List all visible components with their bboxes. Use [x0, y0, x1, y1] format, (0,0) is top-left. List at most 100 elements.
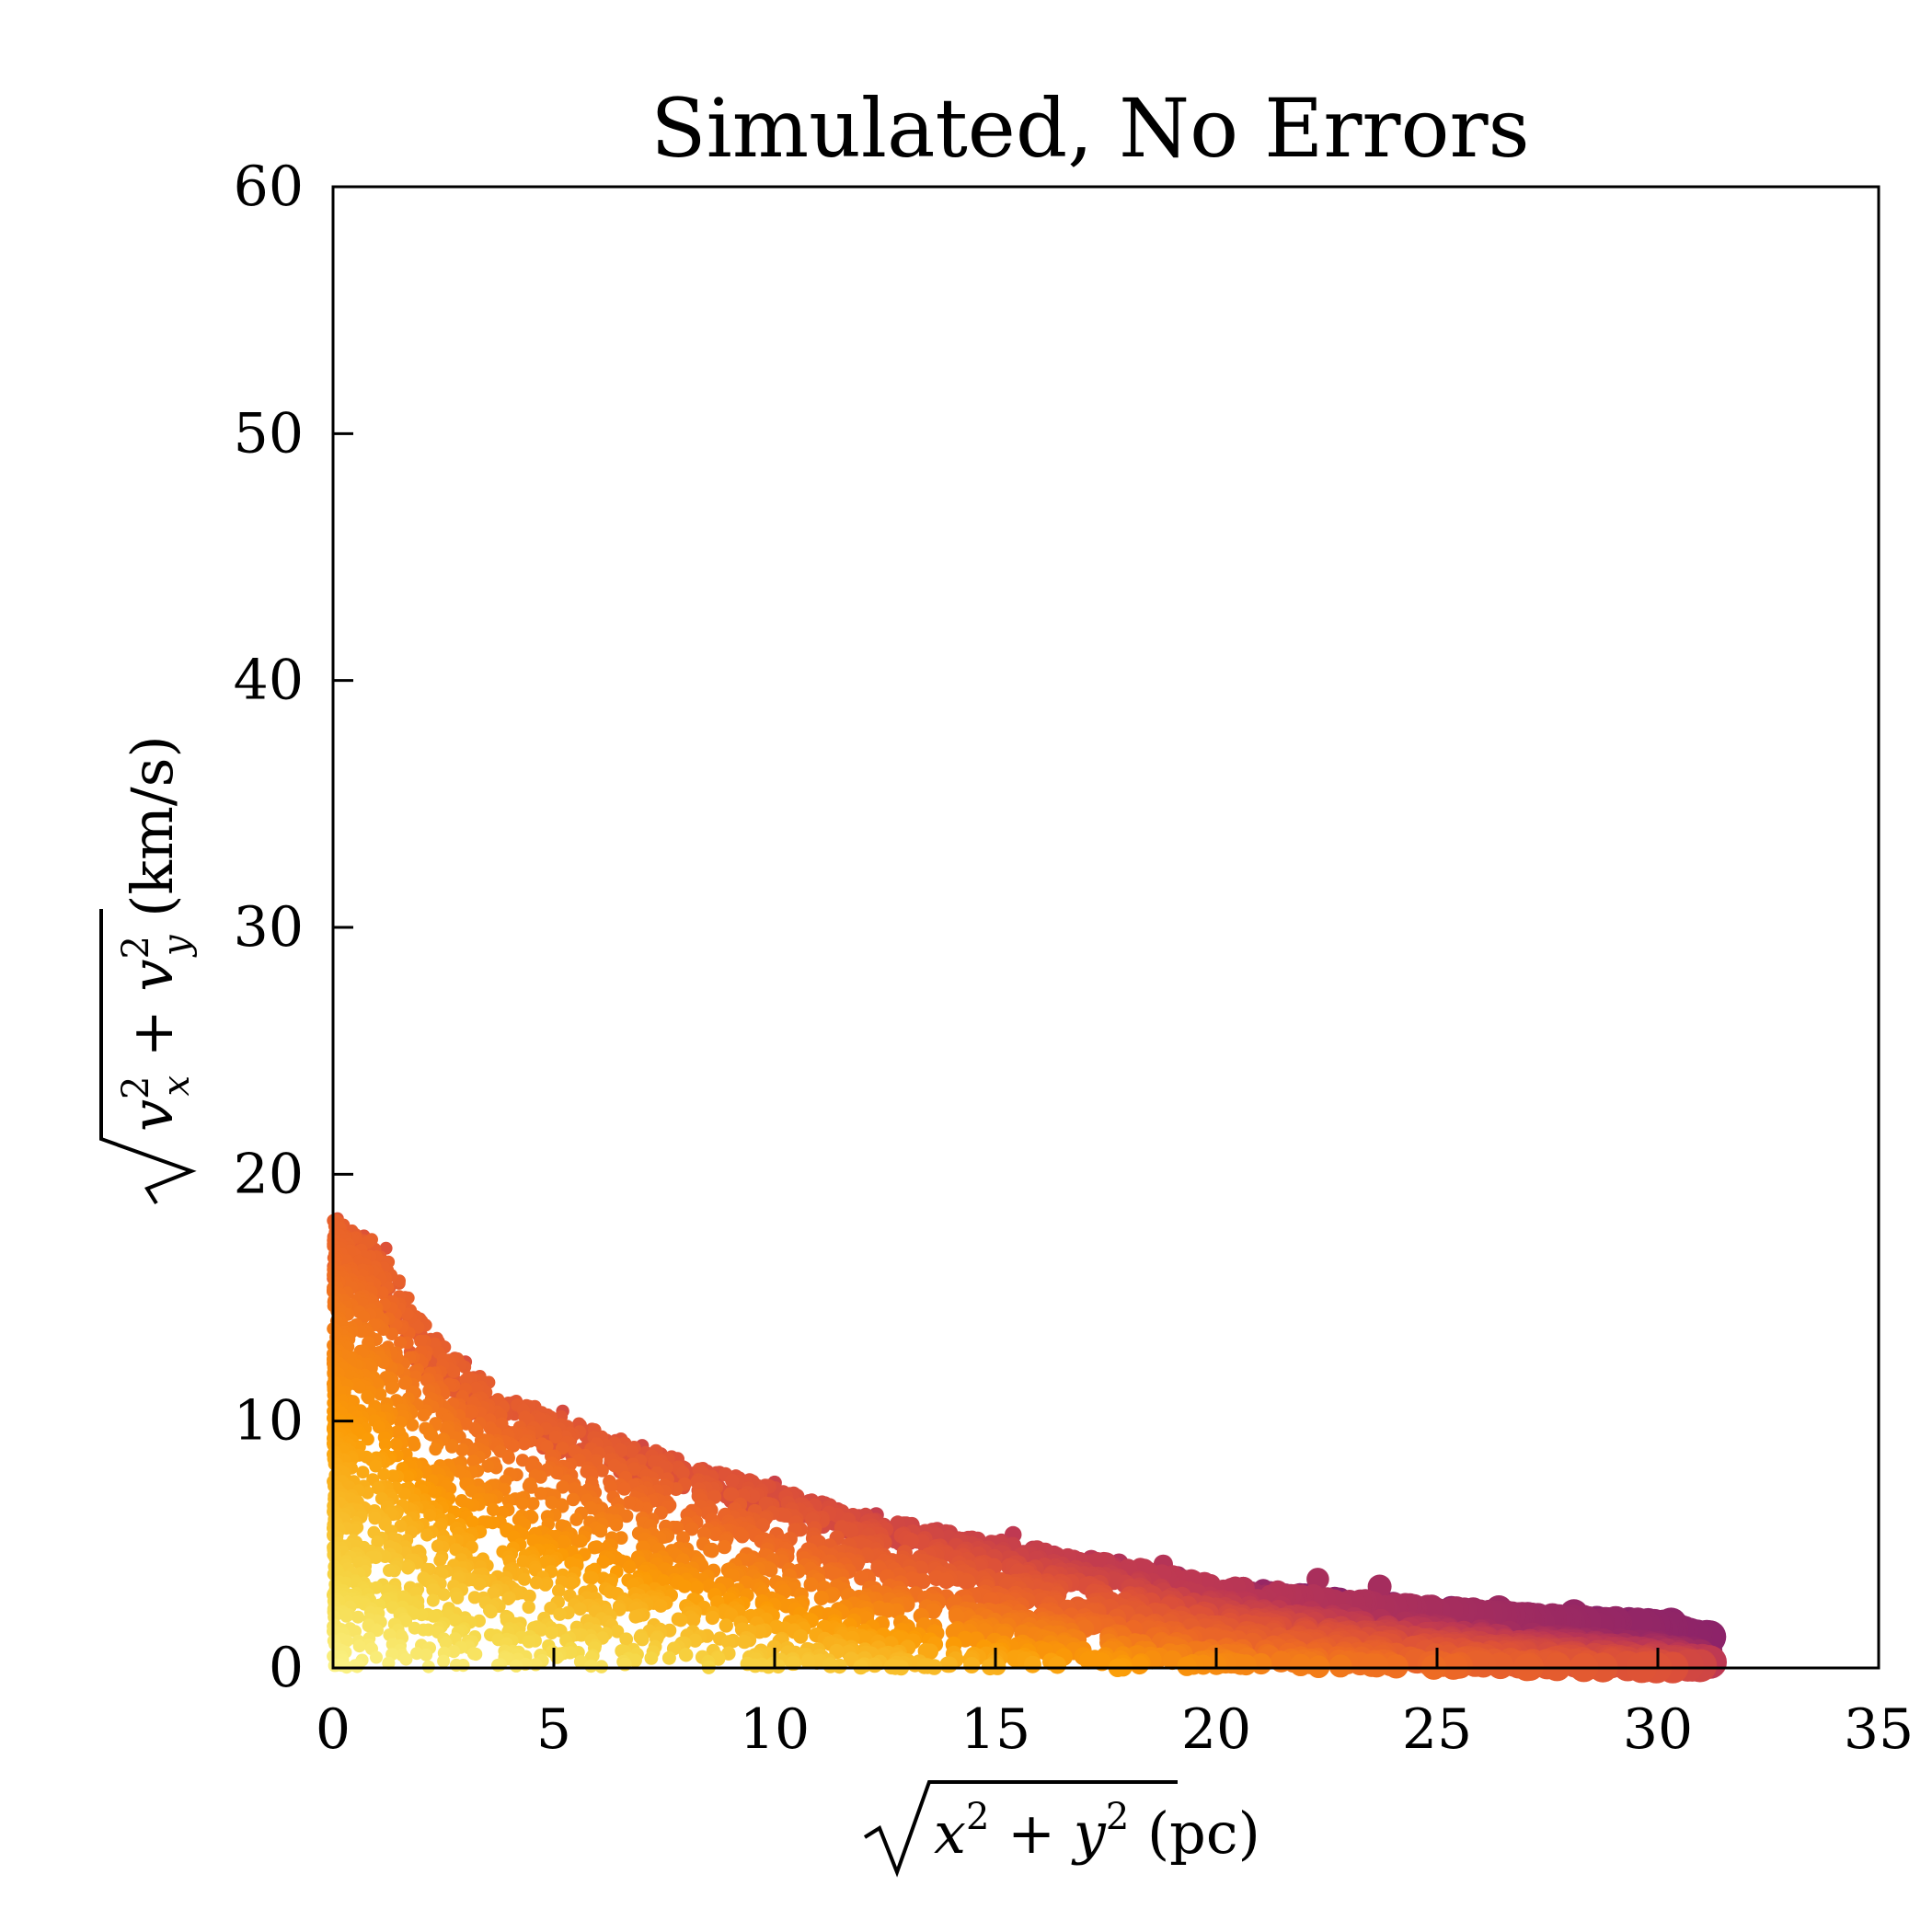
- scatter-point: [501, 1592, 515, 1605]
- scatter-point: [423, 1508, 437, 1522]
- scatter-point: [595, 1464, 609, 1478]
- scatter-point: [501, 1451, 516, 1465]
- scatter-point: [725, 1473, 740, 1489]
- scatter-point: [394, 1415, 408, 1429]
- scatter-point: [937, 1572, 955, 1590]
- y-label-radical-sign: [99, 909, 197, 1205]
- scatter-point: [1384, 1654, 1409, 1679]
- scatter-point: [491, 1659, 505, 1673]
- scatter-point: [449, 1658, 464, 1673]
- scatter-point: [677, 1579, 692, 1593]
- scatter-point: [408, 1438, 421, 1452]
- scatter-point: [534, 1487, 548, 1501]
- scatter-point: [371, 1624, 384, 1638]
- scatter-point: [1328, 1654, 1352, 1678]
- scatter-point: [627, 1462, 641, 1477]
- scatter-point: [755, 1518, 770, 1533]
- scatter-point: [916, 1658, 933, 1674]
- x-label-radical-sign: [863, 1780, 1178, 1878]
- scatter-point: [556, 1480, 569, 1494]
- scatter-point: [427, 1609, 441, 1623]
- scatter-point: [903, 1533, 920, 1549]
- y-label-text: v2x + v2y (km/s): [115, 735, 198, 1132]
- scatter-point: [793, 1628, 809, 1644]
- scatter-point: [949, 1608, 965, 1625]
- scatter-point: [408, 1621, 421, 1635]
- y-tick-label: 60: [234, 155, 304, 219]
- scatter-point: [705, 1610, 720, 1626]
- scatter-point: [369, 1459, 383, 1473]
- scatter-point: [1092, 1652, 1111, 1672]
- x-axis-label: x2 + y2 (pc): [863, 1780, 1260, 1878]
- scatter-point: [800, 1654, 816, 1670]
- scatter-point: [371, 1481, 385, 1495]
- scatter-point: [339, 1634, 353, 1648]
- scatter-point: [522, 1600, 535, 1615]
- scatter-point: [628, 1653, 642, 1668]
- scatter-point: [372, 1420, 385, 1434]
- scatter-point: [433, 1554, 447, 1568]
- x-tick-label: 35: [1844, 1697, 1914, 1762]
- scatter-point: [389, 1437, 403, 1451]
- scatter-point: [459, 1417, 473, 1431]
- scatter-point: [410, 1647, 423, 1661]
- scatter-point: [566, 1492, 581, 1507]
- scatter-point: [465, 1484, 478, 1498]
- scatter-point: [529, 1576, 544, 1590]
- scatter-point: [437, 1654, 451, 1668]
- scatter-point: [429, 1443, 443, 1456]
- chart-title: Simulated, No Errors: [650, 81, 1529, 176]
- scatter-point: [437, 1588, 451, 1602]
- scatter-point: [854, 1570, 869, 1586]
- scatter-point: [737, 1634, 752, 1650]
- x-tick-label: 5: [536, 1697, 571, 1762]
- scatter-point: [573, 1655, 588, 1669]
- scatter-point: [553, 1607, 567, 1621]
- scatter-point: [622, 1495, 637, 1510]
- scatter-point: [813, 1590, 829, 1605]
- scatter-point: [394, 1336, 407, 1350]
- scatter-point: [570, 1535, 584, 1548]
- scatter-point: [431, 1539, 444, 1553]
- scatter-point: [522, 1635, 535, 1649]
- x-tick-label: 15: [960, 1697, 1030, 1762]
- scatter-point: [459, 1373, 473, 1386]
- scatter-points: [327, 1212, 1727, 1684]
- scatter-point: [382, 1656, 396, 1670]
- scatter-point: [684, 1522, 699, 1536]
- scatter-point: [448, 1614, 462, 1627]
- scatter-point: [686, 1613, 701, 1627]
- scatter-point: [399, 1614, 413, 1627]
- scatter-point: [371, 1535, 385, 1549]
- scatter-point: [447, 1645, 461, 1659]
- scatter-point: [439, 1636, 453, 1650]
- scatter-point: [486, 1502, 500, 1517]
- scatter-point: [1048, 1656, 1067, 1674]
- scatter-point: [439, 1421, 453, 1435]
- scatter-point: [401, 1561, 415, 1575]
- x-tick-label: 30: [1623, 1697, 1693, 1762]
- scatter-point: [517, 1572, 532, 1586]
- scatter-point: [1289, 1653, 1312, 1676]
- scatter-point: [370, 1650, 383, 1664]
- scatter-point: [469, 1647, 483, 1662]
- scatter-point: [1360, 1653, 1384, 1677]
- scatter-point: [417, 1409, 431, 1422]
- scatter-point: [352, 1639, 366, 1653]
- scatter-point: [959, 1573, 976, 1591]
- scatter-point: [679, 1648, 694, 1662]
- scatter-point: [625, 1444, 638, 1458]
- scatter-point: [803, 1577, 819, 1593]
- scatter-point: [763, 1562, 778, 1578]
- x-tick-label: 0: [316, 1697, 351, 1762]
- scatter-point: [1230, 1653, 1251, 1675]
- scatter-point: [717, 1539, 732, 1555]
- scatter-point: [609, 1518, 624, 1532]
- x-label-text: x2 + y2 (pc): [934, 1796, 1260, 1867]
- scatter-point: [721, 1635, 736, 1650]
- y-tick-label: 10: [234, 1389, 304, 1454]
- scatter-point: [584, 1659, 598, 1673]
- y-tick-label: 30: [234, 895, 304, 960]
- scatter-point: [451, 1591, 465, 1604]
